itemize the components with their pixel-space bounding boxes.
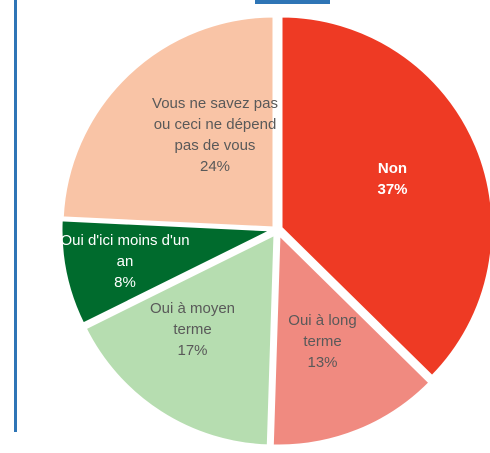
value-label: 37% <box>377 181 408 198</box>
pie-slice <box>60 14 276 230</box>
category-label: Non <box>377 160 408 177</box>
category-label: Oui à moyen terme <box>149 300 236 338</box>
value-label: 17% <box>177 342 208 359</box>
title-fragment <box>255 0 330 4</box>
category-label: Oui d'ici moins d'un an <box>60 232 190 270</box>
slice-label: Oui à moyen terme 17% <box>145 298 240 361</box>
category-label: Oui à long terme <box>288 312 357 350</box>
slice-label: Vous ne savez pas ou ceci ne dépend pas … <box>145 93 285 177</box>
pie-slice <box>270 230 433 448</box>
pie-slice <box>83 231 277 448</box>
slice-label: Oui à long terme 13% <box>280 310 365 373</box>
value-label: 24% <box>199 158 231 175</box>
category-label: Vous ne savez pas ou ceci ne dépend pas … <box>152 95 278 154</box>
value-label: 13% <box>307 354 338 371</box>
slice-label: Oui d'ici moins d'un an 8% <box>55 230 195 293</box>
pie-slice <box>279 14 490 379</box>
slice-label: Non 37% <box>345 158 440 200</box>
side-bar <box>14 0 17 432</box>
pie-slice <box>59 218 279 327</box>
value-label: 8% <box>114 274 136 291</box>
